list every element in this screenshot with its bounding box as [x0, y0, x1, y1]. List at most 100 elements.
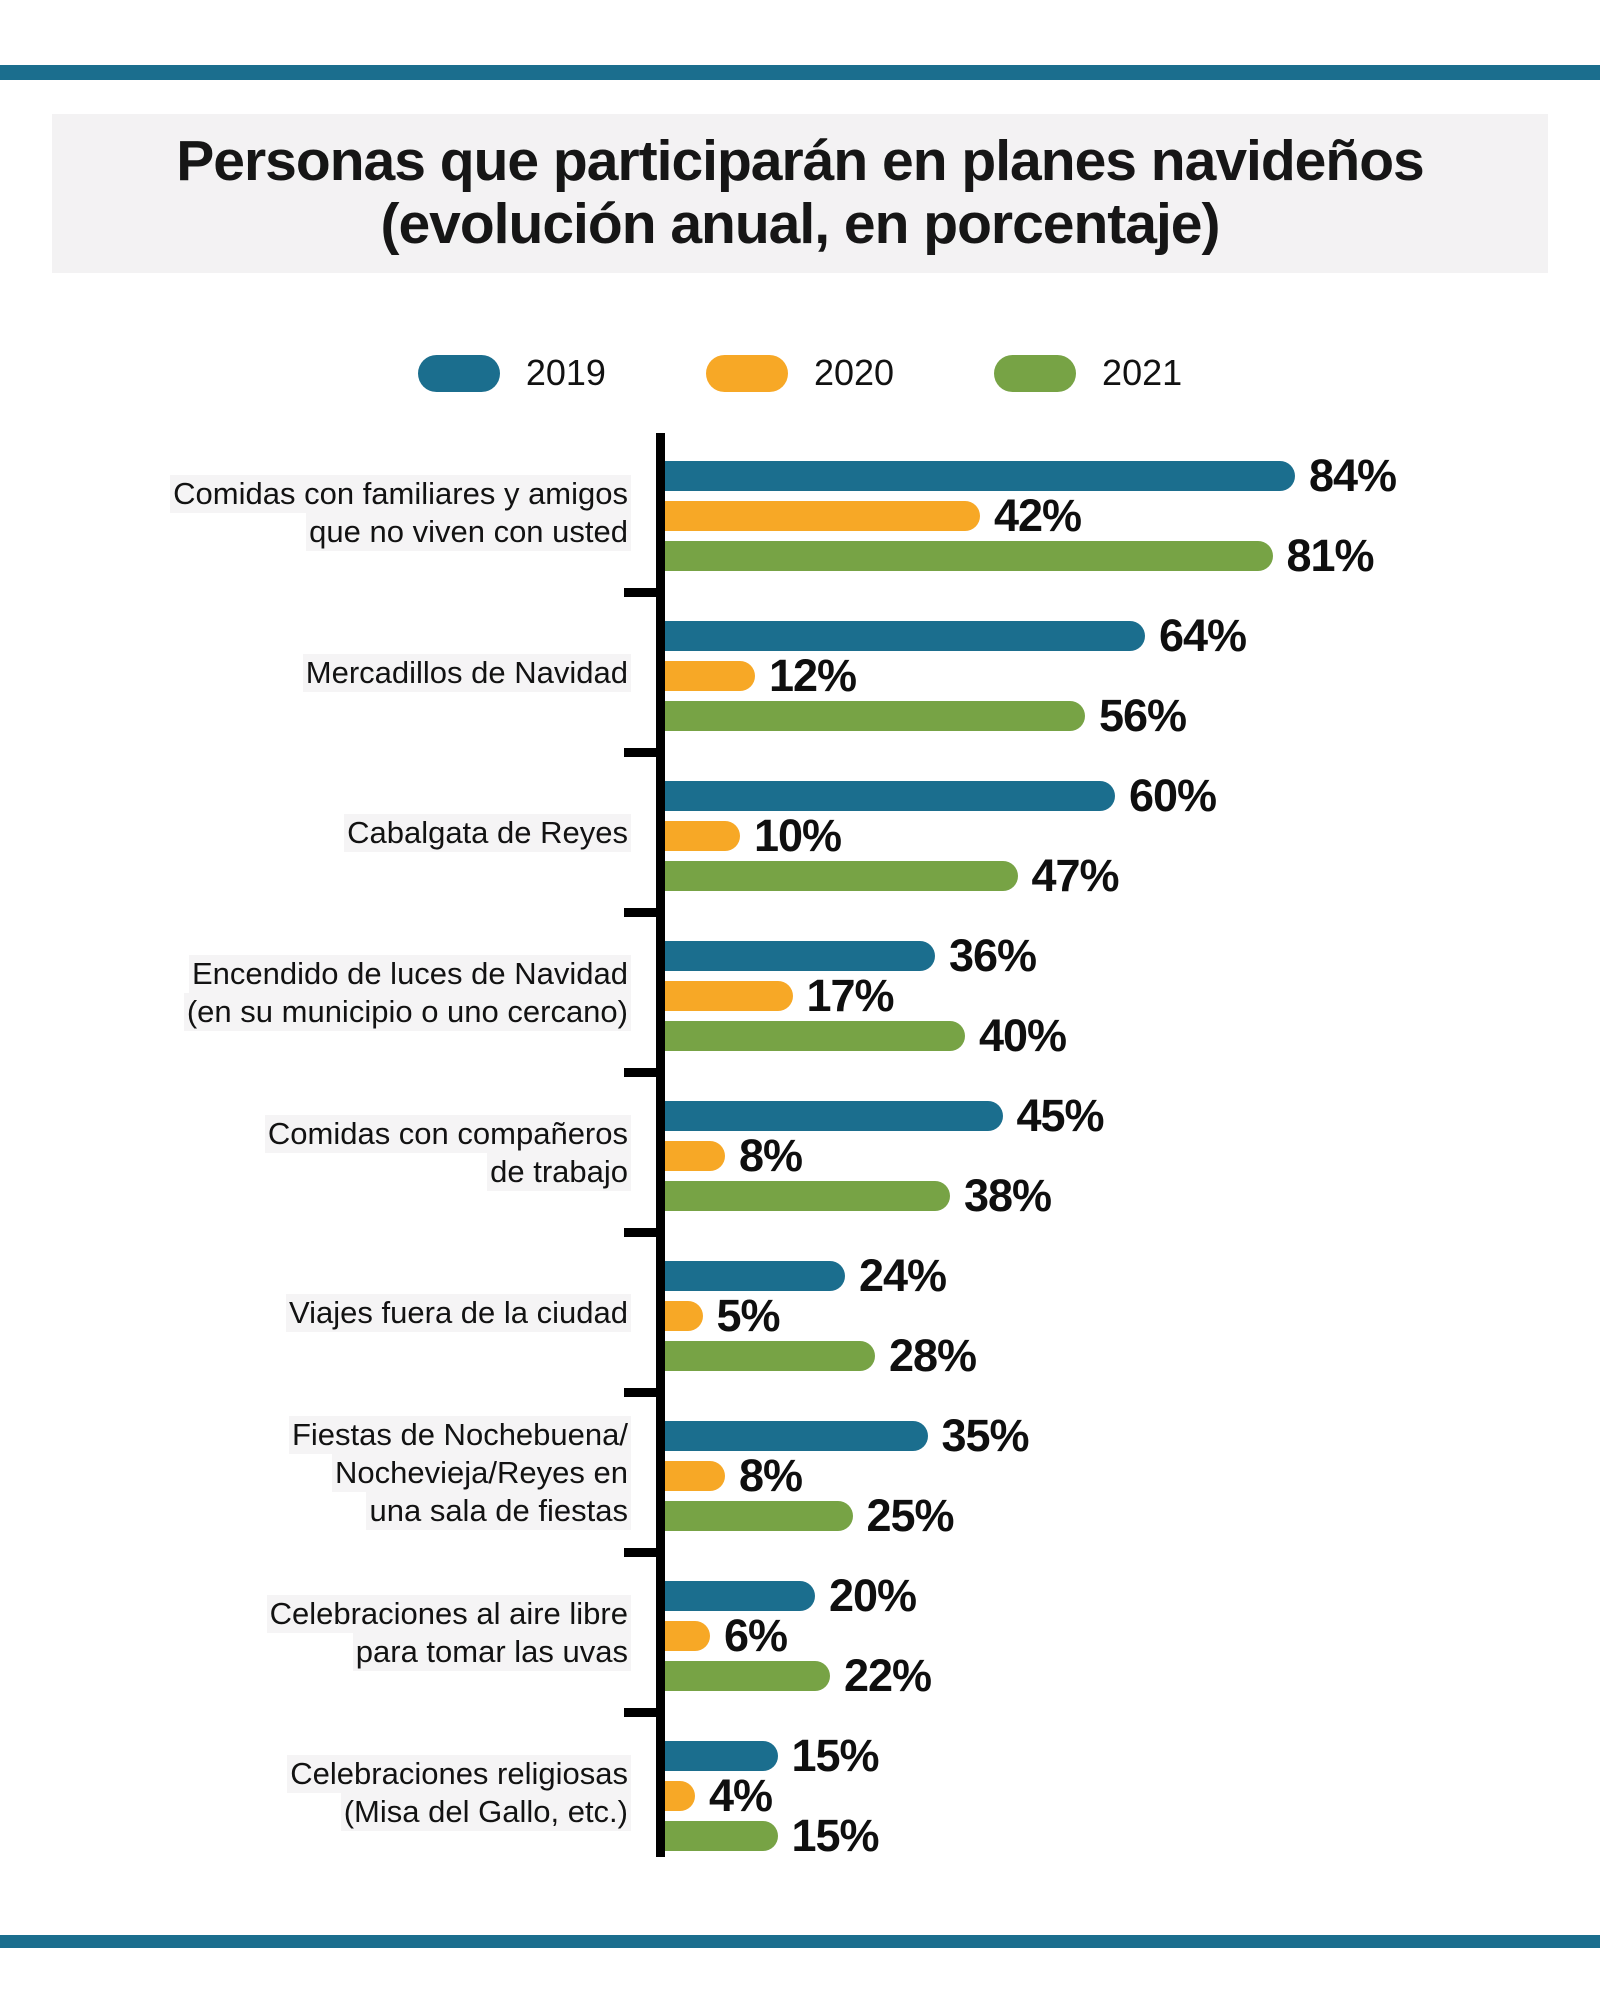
- bar-row-2020: 10%: [665, 810, 1216, 861]
- legend-swatch-2021-icon: [994, 354, 1077, 392]
- bar-row-2020: 6%: [665, 1610, 931, 1661]
- legend-item-2021: 2021: [994, 352, 1182, 394]
- legend-swatch-2020-icon: [705, 354, 788, 392]
- category-label-line: Comidas con compañeros: [264, 1114, 631, 1153]
- bar-2021: [665, 1661, 830, 1691]
- category-label: Encendido de luces de Navidad (en su muni…: [0, 913, 645, 1073]
- bar-row-2019: 36%: [665, 930, 1066, 981]
- bar-2019: [665, 1101, 1003, 1131]
- bar-row-2019: 60%: [665, 770, 1217, 821]
- category-label: Mercadillos de Navidad: [0, 593, 645, 753]
- chart-title-line-2: (evolución anual, en porcentaje): [380, 191, 1220, 256]
- value-label-2021: 22%: [844, 1650, 932, 1701]
- bar-row-2019: 15%: [665, 1730, 880, 1781]
- category-label: Celebraciones religiosas (Misa del Gallo,…: [0, 1713, 645, 1873]
- value-label-2019: 60%: [1129, 770, 1217, 821]
- value-label-2020: 42%: [994, 490, 1082, 541]
- category-group: Comidas con familiares y amigos que no vi…: [0, 433, 1600, 597]
- value-label-2019: 64%: [1159, 610, 1247, 661]
- legend-item-2020: 2020: [705, 352, 894, 394]
- category-label-line: Celebraciones al aire libre: [266, 1594, 631, 1633]
- bar-row-2021: 38%: [665, 1170, 1104, 1221]
- bar-group: 35% 8% 25%: [665, 1393, 1030, 1553]
- legend-label-2021: 2021: [1102, 352, 1183, 393]
- bar-row-2019: 64%: [665, 610, 1247, 661]
- value-label-2019: 20%: [829, 1570, 917, 1621]
- value-label-2019: 24%: [859, 1250, 947, 1301]
- legend: 2019 2020 2021: [0, 352, 1600, 394]
- category-label-line: Fiestas de Nochebuena/: [288, 1415, 631, 1454]
- value-label-2020: 6%: [724, 1610, 788, 1661]
- legend-swatch-2019-icon: [417, 354, 500, 392]
- bar-group: 20% 6% 22%: [665, 1553, 932, 1713]
- top-accent-rule: [0, 65, 1600, 80]
- value-label-2020: 12%: [769, 650, 857, 701]
- value-label-2021: 28%: [889, 1330, 977, 1381]
- category-label: Fiestas de Nochebuena/Nochevieja/Reyes e…: [0, 1393, 645, 1553]
- bar-2020: [665, 501, 980, 531]
- bar-2021: [665, 1821, 778, 1851]
- value-label-2021: 47%: [1031, 850, 1120, 901]
- value-label-2019: 15%: [791, 1730, 880, 1781]
- bar-row-2020: 8%: [665, 1130, 1104, 1181]
- value-label-2019: 36%: [949, 930, 1037, 981]
- value-label-2019: 35%: [941, 1410, 1030, 1461]
- bar-row-2020: 12%: [665, 650, 1246, 701]
- bar-2020: [665, 981, 793, 1011]
- bar-2020: [665, 1141, 725, 1171]
- category-group: Encendido de luces de Navidad (en su muni…: [0, 913, 1600, 1077]
- bar-group: 60% 10% 47%: [665, 753, 1217, 913]
- bar-row-2021: 22%: [665, 1650, 932, 1701]
- bar-row-2021: 81%: [665, 530, 1396, 581]
- bar-row-2021: 56%: [665, 690, 1246, 741]
- bar-group: 45% 8% 38%: [665, 1073, 1105, 1233]
- bar-chart: Comidas con familiares y amigos que no vi…: [0, 433, 1600, 1875]
- bar-2020: [665, 661, 755, 691]
- category-label-line: que no viven con usted: [306, 513, 631, 552]
- chart-rows: Comidas con familiares y amigos que no vi…: [0, 433, 1600, 1873]
- value-label-2020: 8%: [739, 1130, 803, 1181]
- bar-row-2020: 8%: [665, 1450, 1029, 1501]
- category-label: Comidas con compañeros de trabajo: [0, 1073, 645, 1233]
- bar-row-2021: 47%: [665, 850, 1216, 901]
- bar-2021: [665, 1181, 950, 1211]
- category-group: Celebraciones al aire libre para tomar la…: [0, 1553, 1600, 1717]
- category-label-line: una sala de fiestas: [366, 1492, 631, 1531]
- bar-2019: [665, 781, 1115, 811]
- bottom-accent-rule: [0, 1935, 1600, 1948]
- value-label-2021: 15%: [791, 1810, 880, 1861]
- bar-row-2020: 17%: [665, 970, 1066, 1021]
- bar-2021: [665, 701, 1085, 731]
- category-label: Cabalgata de Reyes: [0, 753, 645, 913]
- bar-2019: [665, 461, 1295, 491]
- bar-group: 64% 12% 56%: [665, 593, 1247, 753]
- bar-row-2021: 15%: [665, 1810, 880, 1861]
- bar-2019: [665, 1581, 815, 1611]
- bar-2021: [665, 1021, 965, 1051]
- bar-2019: [665, 1421, 928, 1451]
- bar-2019: [665, 1261, 845, 1291]
- value-label-2021: 40%: [979, 1010, 1067, 1061]
- bar-group: 24% 5% 28%: [665, 1233, 977, 1393]
- bar-2019: [665, 941, 935, 971]
- value-label-2021: 56%: [1099, 690, 1187, 741]
- bar-2019: [665, 1741, 778, 1771]
- value-label-2020: 17%: [806, 970, 895, 1021]
- bar-row-2021: 28%: [665, 1330, 977, 1381]
- y-axis-line: [656, 433, 665, 1857]
- bar-row-2020: 5%: [665, 1290, 976, 1341]
- bar-row-2021: 40%: [665, 1010, 1067, 1061]
- value-label-2020: 4%: [709, 1770, 773, 1821]
- bar-2021: [665, 1341, 875, 1371]
- category-label-line: para tomar las uvas: [352, 1633, 631, 1672]
- category-label-line: Encendido de luces de Navidad: [188, 954, 631, 993]
- value-label-2020: 5%: [716, 1290, 781, 1341]
- value-label-2019: 84%: [1309, 450, 1397, 501]
- category-label: Celebraciones al aire libre para tomar la…: [0, 1553, 645, 1713]
- bar-2019: [665, 621, 1145, 651]
- bar-2021: [665, 541, 1273, 571]
- bar-2020: [665, 1781, 695, 1811]
- category-label-line: Mercadillos de Navidad: [302, 653, 631, 693]
- category-label-line: Viajes fuera de la ciudad: [286, 1293, 631, 1333]
